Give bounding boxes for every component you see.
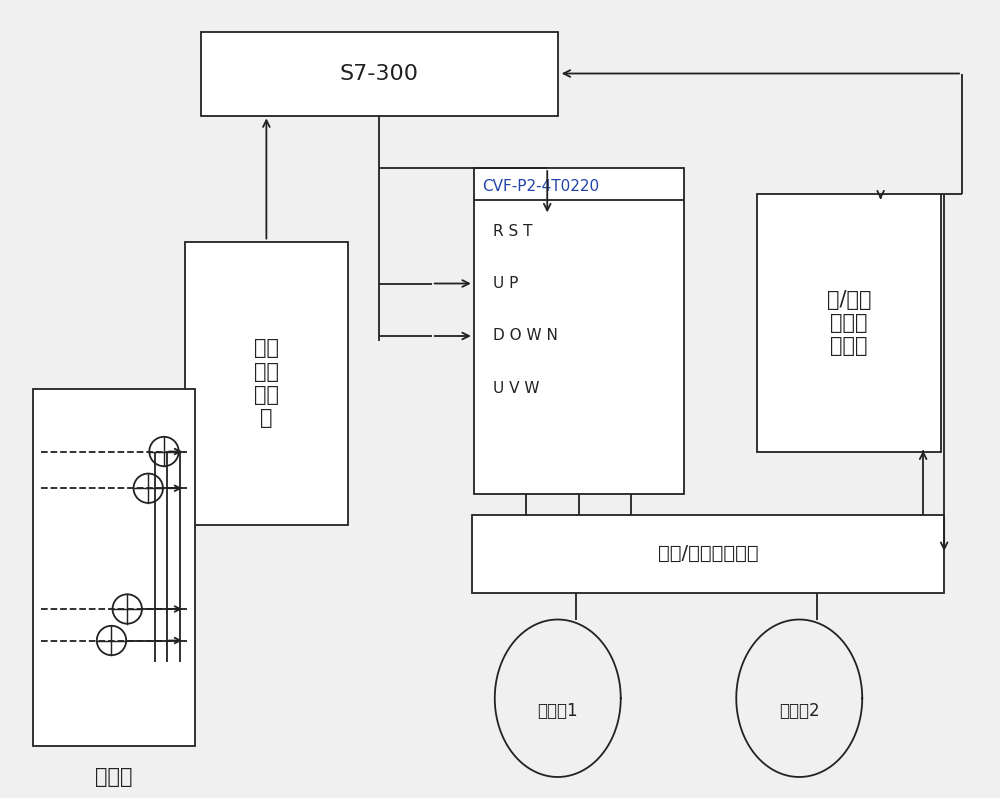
Text: CVF-P2-4T0220: CVF-P2-4T0220 xyxy=(482,180,599,195)
Bar xyxy=(33,389,195,745)
Bar xyxy=(474,168,684,493)
Text: 变频/工频切换电路: 变频/工频切换电路 xyxy=(658,544,758,563)
Text: D O W N: D O W N xyxy=(493,329,558,343)
Text: R S T: R S T xyxy=(493,223,532,239)
Bar xyxy=(472,515,944,593)
Text: 污水泵1: 污水泵1 xyxy=(537,702,578,720)
Text: U V W: U V W xyxy=(493,381,539,396)
Text: 沉淀池: 沉淀池 xyxy=(95,767,133,787)
Bar xyxy=(201,31,558,116)
Bar xyxy=(185,242,348,525)
Text: 工/变频
切换控
制电路: 工/变频 切换控 制电路 xyxy=(827,290,871,356)
Bar xyxy=(757,194,941,452)
Text: U P: U P xyxy=(493,276,518,291)
Text: S7-300: S7-300 xyxy=(340,64,419,84)
Text: 污水泵2: 污水泵2 xyxy=(779,702,820,720)
Text: 水位
检测
控制
器: 水位 检测 控制 器 xyxy=(254,338,279,428)
